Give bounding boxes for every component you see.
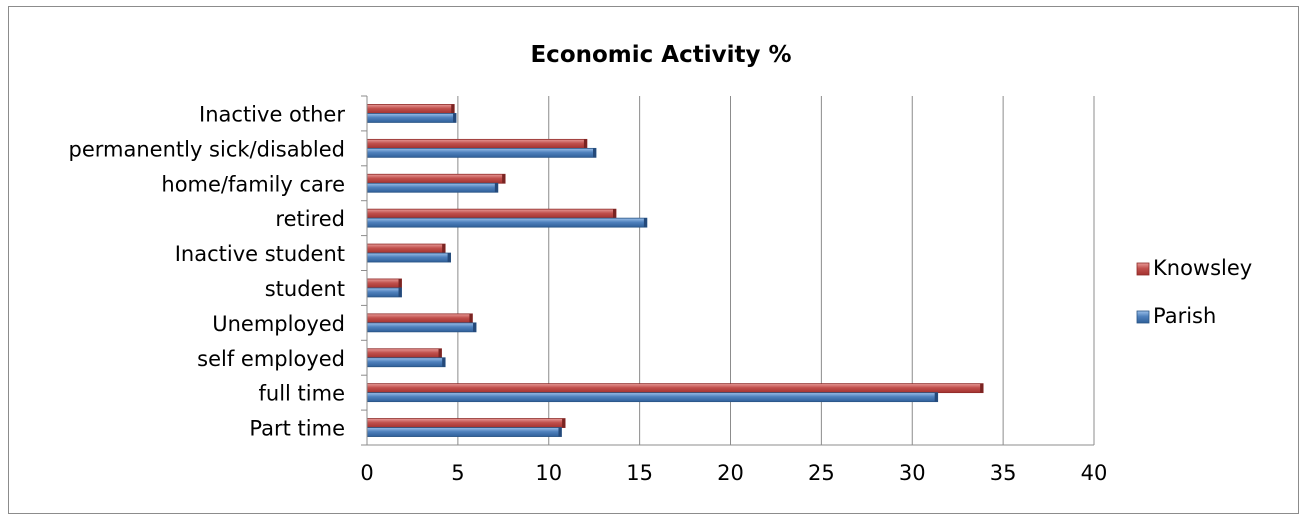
bar-cap bbox=[438, 348, 442, 358]
bar-knowsley-0 bbox=[366, 418, 566, 428]
x-tick-label: 15 bbox=[626, 461, 653, 485]
x-tick-label: 40 bbox=[1081, 461, 1108, 485]
chart-title: Economic Activity % bbox=[530, 42, 791, 68]
bar-cap bbox=[469, 313, 473, 323]
category-label: self employed bbox=[197, 347, 345, 371]
bar-cap bbox=[612, 209, 616, 219]
bar-parish-7 bbox=[366, 182, 499, 193]
bar-cap bbox=[643, 218, 647, 228]
legend-swatch-knowsley bbox=[1136, 262, 1150, 276]
bar-cap bbox=[442, 357, 446, 367]
bar-cap bbox=[502, 174, 506, 184]
bar-cap bbox=[398, 287, 402, 297]
bar-cap bbox=[980, 383, 984, 393]
bar-parish-8 bbox=[366, 147, 597, 158]
axes bbox=[361, 95, 1094, 446]
bar-knowsley-8 bbox=[366, 138, 588, 149]
bar-parish-5 bbox=[366, 252, 452, 263]
bar-knowsley-4 bbox=[366, 278, 402, 289]
category-labels: Part time full time self employed Unemploye… bbox=[69, 102, 346, 440]
bar-parish-3 bbox=[366, 322, 477, 333]
bar-parish-9 bbox=[366, 113, 457, 123]
bar-cap bbox=[447, 253, 451, 263]
bar-knowsley-6 bbox=[366, 208, 617, 219]
bar-parish-1 bbox=[366, 392, 939, 403]
bar-parish-4 bbox=[366, 287, 402, 298]
category-label: Inactive other bbox=[199, 102, 345, 126]
bar-knowsley-9 bbox=[366, 104, 455, 114]
x-tick-label: 20 bbox=[717, 461, 744, 485]
category-label: Inactive student bbox=[175, 242, 345, 266]
bar-chart: Economic Activity % Part time full time se… bbox=[69, 42, 1253, 485]
bars bbox=[366, 104, 984, 437]
x-tick-label: 10 bbox=[535, 461, 562, 485]
bar-cap bbox=[494, 183, 498, 193]
bar-cap bbox=[442, 244, 446, 254]
category-label: Part time bbox=[249, 417, 345, 441]
bar-cap bbox=[451, 104, 455, 114]
bar-cap bbox=[558, 427, 562, 437]
bar-parish-6 bbox=[366, 217, 648, 228]
bar-parish-0 bbox=[366, 427, 562, 437]
bar-parish-2 bbox=[366, 357, 446, 368]
legend: Knowsley Parish bbox=[1136, 256, 1252, 328]
x-tick-labels: 0 5 10 15 20 25 30 35 40 bbox=[360, 461, 1107, 485]
bar-cap bbox=[934, 392, 938, 402]
category-label: student bbox=[265, 277, 345, 301]
legend-label-parish: Parish bbox=[1153, 304, 1216, 328]
legend-label-knowsley: Knowsley bbox=[1153, 256, 1252, 280]
bar-cap bbox=[583, 139, 587, 149]
bar-cap bbox=[453, 113, 457, 123]
category-label: retired bbox=[275, 207, 345, 231]
category-label: home/family care bbox=[161, 172, 345, 196]
x-tick-label: 0 bbox=[360, 461, 373, 485]
bar-knowsley-3 bbox=[366, 313, 473, 324]
bar-cap bbox=[473, 322, 477, 332]
category-label: full time bbox=[259, 382, 346, 406]
x-tick-label: 30 bbox=[899, 461, 926, 485]
bar-knowsley-7 bbox=[366, 173, 506, 184]
bar-cap bbox=[398, 278, 402, 288]
bar-cap bbox=[562, 418, 566, 428]
legend-swatch-parish bbox=[1136, 310, 1150, 324]
bar-knowsley-1 bbox=[366, 383, 984, 394]
x-tick-label: 25 bbox=[808, 461, 835, 485]
category-label: permanently sick/disabled bbox=[69, 137, 346, 161]
x-tick-label: 5 bbox=[451, 461, 464, 485]
category-label: Unemployed bbox=[212, 312, 345, 336]
chart-area: Economic Activity % Part time full time se… bbox=[8, 6, 1299, 514]
bar-knowsley-2 bbox=[366, 348, 442, 359]
bar-cap bbox=[593, 148, 597, 158]
bar-knowsley-5 bbox=[366, 243, 446, 254]
x-tick-label: 35 bbox=[990, 461, 1017, 485]
